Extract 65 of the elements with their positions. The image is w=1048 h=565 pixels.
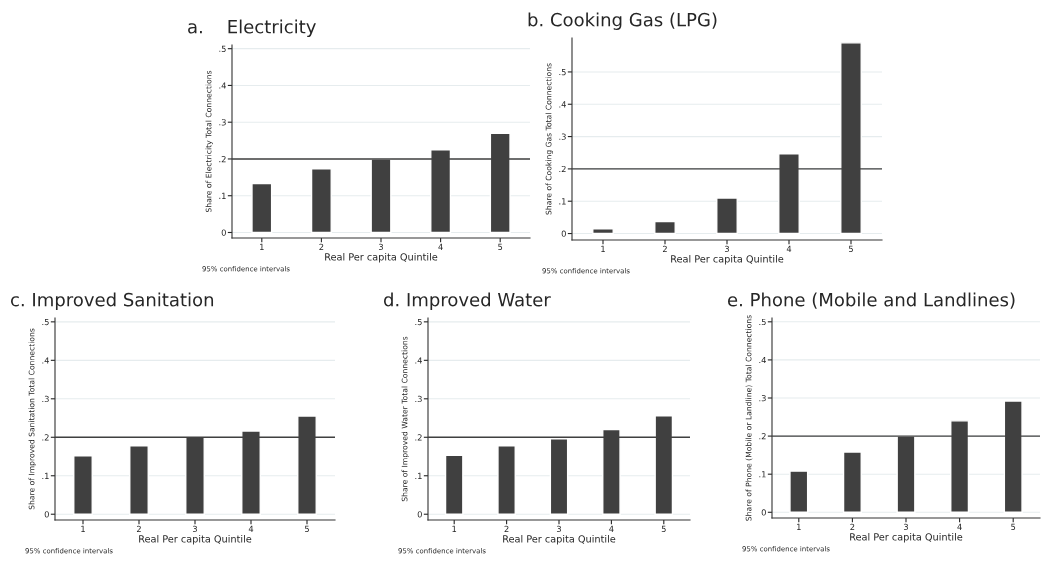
y-tick-label: 0 (221, 229, 226, 236)
chart-title: b. Cooking Gas (LPG) (528, 12, 717, 30)
y-tick-label: .1 (559, 198, 566, 205)
y-tick-label: .5 (219, 45, 226, 52)
y-tick-label: .3 (42, 395, 49, 403)
x-tick-label: 1 (452, 525, 457, 532)
x-tick-label: 2 (319, 243, 324, 250)
x-tick-label: 3 (724, 245, 729, 253)
x-tick-label: 4 (248, 525, 254, 532)
y-tick-label: .3 (759, 394, 766, 402)
y-tick-label: .1 (219, 192, 226, 199)
x-axis-title: Real Per capita Quintile (850, 533, 963, 543)
y-tick-label: .4 (42, 357, 49, 364)
y-tick-label: 0 (561, 230, 566, 237)
y-tick-label: .3 (219, 119, 226, 126)
y-tick-label: .4 (415, 357, 422, 364)
x-tick-label: 3 (192, 525, 197, 533)
x-tick-label: 2 (136, 525, 141, 532)
y-tick-label: .2 (219, 155, 226, 163)
y-tick-label: .2 (415, 434, 422, 441)
x-tick-label: 1 (260, 243, 264, 250)
y-tick-label: .5 (759, 318, 766, 326)
x-tick-label: 3 (903, 523, 908, 531)
x-axis-title: Real Per capita Quintile (503, 535, 616, 545)
chart-title: e. Phone (Mobile and Landlines) (728, 292, 1015, 309)
x-tick-label: 5 (498, 243, 503, 251)
y-tick-label: .4 (219, 82, 226, 89)
x-axis-title: Real Per capita Quintile (671, 255, 784, 265)
y-tick-label: .2 (759, 433, 766, 440)
y-tick-label: .3 (559, 133, 566, 140)
y-tick-label: .5 (415, 318, 422, 326)
x-tick-label: 5 (661, 525, 666, 533)
x-tick-label: 4 (957, 523, 962, 530)
x-tick-label: 1 (797, 523, 801, 530)
chart-title: c. Improved Sanitation (11, 292, 214, 310)
x-tick-label: 2 (662, 245, 667, 252)
x-tick-label: 3 (556, 525, 561, 533)
y-tick-label: .3 (415, 395, 422, 403)
x-axis-title: Real Per capita Quintile (139, 535, 252, 545)
x-tick-label: 4 (786, 245, 792, 252)
y-tick-label: .2 (42, 434, 49, 441)
chart-title: d. Improved Water (384, 292, 551, 310)
x-tick-label: 5 (304, 525, 309, 533)
y-tick-label: .4 (559, 101, 566, 108)
y-tick-label: .5 (42, 318, 49, 326)
y-tick-label: .1 (42, 472, 49, 479)
y-tick-label: .2 (559, 165, 566, 173)
y-tick-label: .1 (759, 471, 766, 478)
chart-title: a. Electricity (188, 19, 316, 37)
y-tick-label: 0 (761, 509, 766, 516)
x-tick-label: 1 (81, 525, 85, 532)
x-tick-label: 2 (850, 523, 855, 530)
y-tick-label: 0 (44, 511, 49, 518)
x-tick-label: 2 (504, 525, 509, 532)
y-tick-label: .5 (559, 69, 566, 76)
y-tick-label: 0 (417, 511, 422, 518)
x-tick-label: 5 (1011, 523, 1016, 531)
y-tick-label: .1 (415, 472, 422, 479)
x-tick-label: 4 (609, 525, 614, 532)
y-tick-label: .4 (759, 357, 766, 364)
x-tick-label: 5 (848, 245, 853, 253)
x-tick-label: 3 (378, 243, 383, 251)
x-tick-label: 1 (601, 245, 605, 252)
x-tick-label: 4 (438, 243, 443, 250)
x-axis-title: Real Per capita Quintile (325, 253, 438, 263)
